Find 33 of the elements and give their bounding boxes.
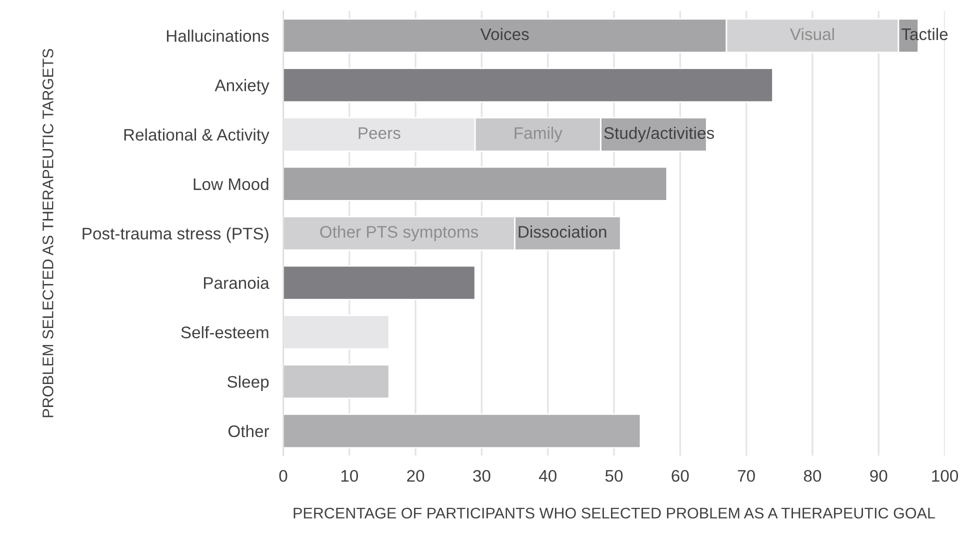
- bar: [283, 68, 774, 103]
- y-tick-label: Other: [228, 424, 270, 438]
- y-tick-label: Paranoia: [204, 276, 270, 289]
- x-tick-label: 70: [738, 470, 755, 482]
- series-label: Voices: [480, 28, 529, 40]
- x-axis-title: PERCENTAGE OF PARTICIPANTS WHO SELECTED PROBLEM AS A THERAPEUTIC GOAL: [294, 508, 935, 519]
- y-tick-label: Relational & Activity: [124, 128, 270, 144]
- series-label: Visual: [790, 28, 834, 40]
- bar: [283, 265, 476, 300]
- x-tick-label: 10: [341, 470, 358, 482]
- x-tick-label: 90: [870, 470, 888, 482]
- x-tick-label: 50: [605, 470, 623, 482]
- y-tick-label: Hallucinations: [166, 30, 269, 42]
- y-tick-label: Anxiety: [214, 79, 270, 95]
- series-label: Peers: [358, 127, 400, 139]
- y-tick-label: Post-trauma stress (PTS): [82, 227, 268, 243]
- x-tick-label: 60: [672, 470, 689, 482]
- bar: [283, 166, 668, 202]
- series-label: Family: [514, 126, 562, 142]
- series-label: Other PTS symptoms: [320, 226, 478, 242]
- x-tick-label: 20: [407, 470, 424, 482]
- y-tick-label: Low Mood: [194, 178, 268, 190]
- x-tick-label: 30: [473, 470, 490, 482]
- x-tick-label: 100: [932, 470, 958, 482]
- series-label: Dissociation: [518, 226, 606, 238]
- bar: [283, 413, 642, 448]
- x-tick-label: 80: [804, 470, 822, 482]
- series-label: Tactile: [901, 28, 948, 40]
- x-tick-label: 0: [279, 470, 288, 482]
- y-tick-label: Sleep: [227, 376, 269, 392]
- x-tick-label: 40: [538, 470, 556, 482]
- y-axis-title: PROBLEM SELECTED AS THERAPEUTIC TARGETS: [42, 48, 54, 418]
- y-tick-label: Self-esteem: [181, 326, 268, 338]
